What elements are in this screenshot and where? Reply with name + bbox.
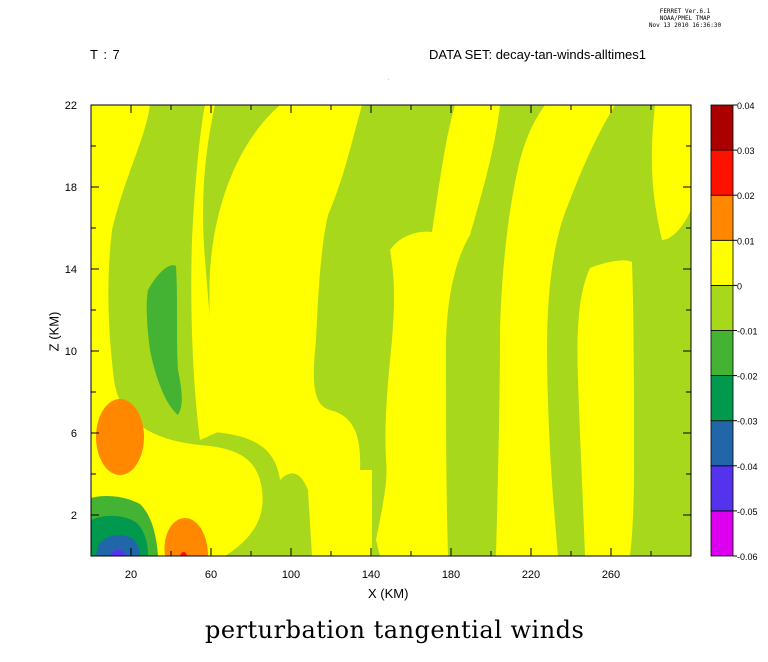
yellow-band-5 xyxy=(496,105,615,556)
y-tick-label: 10 xyxy=(65,346,77,358)
colorbar-swatch xyxy=(710,284,734,331)
green-region-upper xyxy=(146,265,182,415)
colorbar-tick-label: 0.02 xyxy=(737,191,755,201)
yellow-band-4 xyxy=(376,105,500,556)
colorbar-swatch xyxy=(710,149,734,196)
stamp-line-3: Nov 13 2010 16:36:30 xyxy=(648,22,722,29)
orange-blob-lower xyxy=(164,518,208,556)
colorbar-swatch xyxy=(710,510,734,557)
y-tick-label: 18 xyxy=(65,182,77,194)
colorbar-tick-label: -0.01 xyxy=(737,327,758,337)
plot-frame xyxy=(90,104,692,557)
blue-region xyxy=(96,535,140,556)
contour-fill xyxy=(91,105,691,556)
x-tick-label: 260 xyxy=(602,569,620,581)
time-label: T : 7 xyxy=(90,47,121,62)
purple-region xyxy=(110,549,126,556)
colorbar: -0.06 -0.05 -0.04 -0.03 -0.02 -0.01 0 0.01 0.02 0… xyxy=(710,101,758,562)
colorbar-swatch xyxy=(710,330,734,376)
colorbar-swatch xyxy=(710,194,734,241)
ferret-stamp: FERRET Ver.6.1 NOAA/PMEL TMAP Nov 13 201… xyxy=(635,8,735,29)
x-tick-label: 220 xyxy=(522,569,540,581)
chart-title: perturbation tangential winds xyxy=(205,616,585,644)
orange-blob-upper xyxy=(96,399,144,475)
colorbar-swatch xyxy=(710,375,734,422)
yellow-band-7 xyxy=(577,260,634,556)
axes: 20 60 100 140 180 220 260 2 6 10 14 18 22 xyxy=(65,100,692,581)
colorbar-tick-label: 0.01 xyxy=(737,236,755,246)
y-tick-label: 6 xyxy=(71,428,77,440)
colorbar-swatch xyxy=(710,420,734,467)
colorbar-tick-label: 0 xyxy=(737,281,742,291)
colorbar-tick-label: -0.02 xyxy=(737,372,758,382)
x-tick-label: 60 xyxy=(205,569,217,581)
colorbar-tick-label: 0.03 xyxy=(737,146,755,156)
colorbar-tick-label: -0.05 xyxy=(737,507,758,517)
colorbar-swatch xyxy=(710,239,734,286)
x-tick-label: 20 xyxy=(125,569,137,581)
x-tick-label: 140 xyxy=(362,569,380,581)
y-tick-label: 22 xyxy=(65,100,77,112)
y-axis-label: Z (KM) xyxy=(46,311,62,352)
yellow-band-6 xyxy=(651,105,691,240)
yellow-band-3 xyxy=(209,105,372,556)
red-spot xyxy=(180,552,187,556)
colorbar-tick-label: -0.03 xyxy=(737,417,758,427)
dot-mark: . xyxy=(388,76,389,81)
dataset-label: DATA SET: decay-tan-winds-alltimes1 xyxy=(429,47,646,62)
y-tick-label: 2 xyxy=(71,510,77,522)
x-tick-label: 100 xyxy=(282,569,300,581)
stamp-line-1: FERRET Ver.6.1 xyxy=(659,8,711,15)
colorbar-swatch xyxy=(710,104,734,151)
colorbar-tick-label: -0.06 xyxy=(737,552,758,562)
x-axis-label: X (KM) xyxy=(368,586,409,601)
colorbar-tick-label: 0.04 xyxy=(737,101,755,111)
y-tick-label: 14 xyxy=(65,264,77,276)
x-tick-label: 180 xyxy=(442,569,460,581)
stamp-line-2: NOAA/PMEL TMAP xyxy=(659,15,711,22)
colorbar-tick-label: -0.04 xyxy=(737,462,758,472)
colorbar-swatch xyxy=(710,465,734,512)
